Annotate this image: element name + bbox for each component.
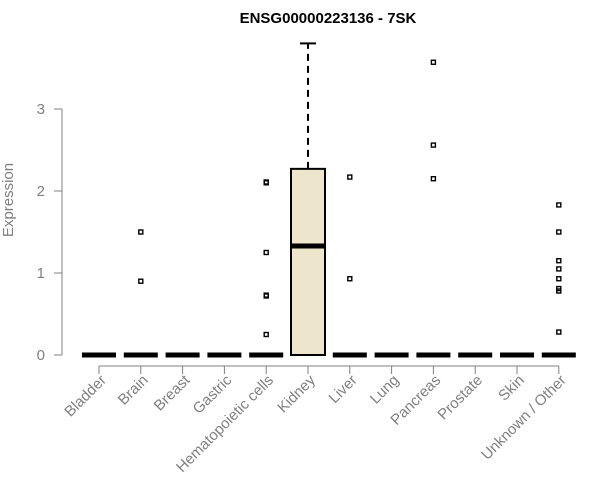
outlier-point	[556, 202, 562, 208]
outlier-point	[430, 59, 437, 65]
outlier-point	[263, 249, 269, 256]
x-tick-label: Prostate	[434, 372, 486, 424]
x-tick-label: Kidney	[274, 371, 319, 416]
outlier-point	[263, 331, 269, 338]
y-tick-label: 1	[37, 265, 45, 282]
outlier-point	[556, 266, 562, 272]
box-kidney	[290, 42, 326, 356]
outlier-point	[430, 142, 437, 148]
y-axis-label: Expression	[0, 163, 17, 237]
box-unknown-other	[541, 202, 576, 358]
outlier-point	[556, 229, 562, 235]
outlier-point	[347, 276, 353, 282]
outlier-point	[263, 292, 269, 298]
chart-title: ENSG00000223136 - 7SK	[240, 10, 417, 27]
outlier-point	[556, 276, 562, 282]
y-tick-label: 0	[37, 347, 45, 364]
box-liver	[332, 174, 367, 358]
outlier-point	[556, 258, 562, 264]
box-hematopoietic-cells	[249, 179, 284, 358]
outlier-point	[263, 179, 269, 185]
x-tick-label: Breast	[151, 371, 194, 414]
boxes-layer	[82, 42, 576, 358]
y-tick-label: 3	[37, 101, 45, 118]
x-tick-label: Skin	[495, 372, 528, 405]
x-tick-label: Liver	[326, 372, 361, 407]
outlier-point	[347, 174, 353, 180]
outlier-point	[138, 278, 144, 284]
outlier-point	[556, 285, 562, 292]
y-axis: 0 1 2 3	[37, 101, 63, 364]
x-tick-label: Brain	[115, 372, 152, 409]
box-brain	[123, 229, 158, 358]
outlier-point	[430, 175, 437, 182]
x-tick-label: Bladder	[61, 372, 110, 421]
box-body	[290, 167, 326, 356]
outlier-point	[556, 329, 562, 335]
y-tick-label: 2	[37, 183, 45, 200]
box-pancreas	[416, 59, 451, 358]
outlier-point	[138, 229, 144, 235]
x-tick-label: Lung	[367, 372, 403, 408]
